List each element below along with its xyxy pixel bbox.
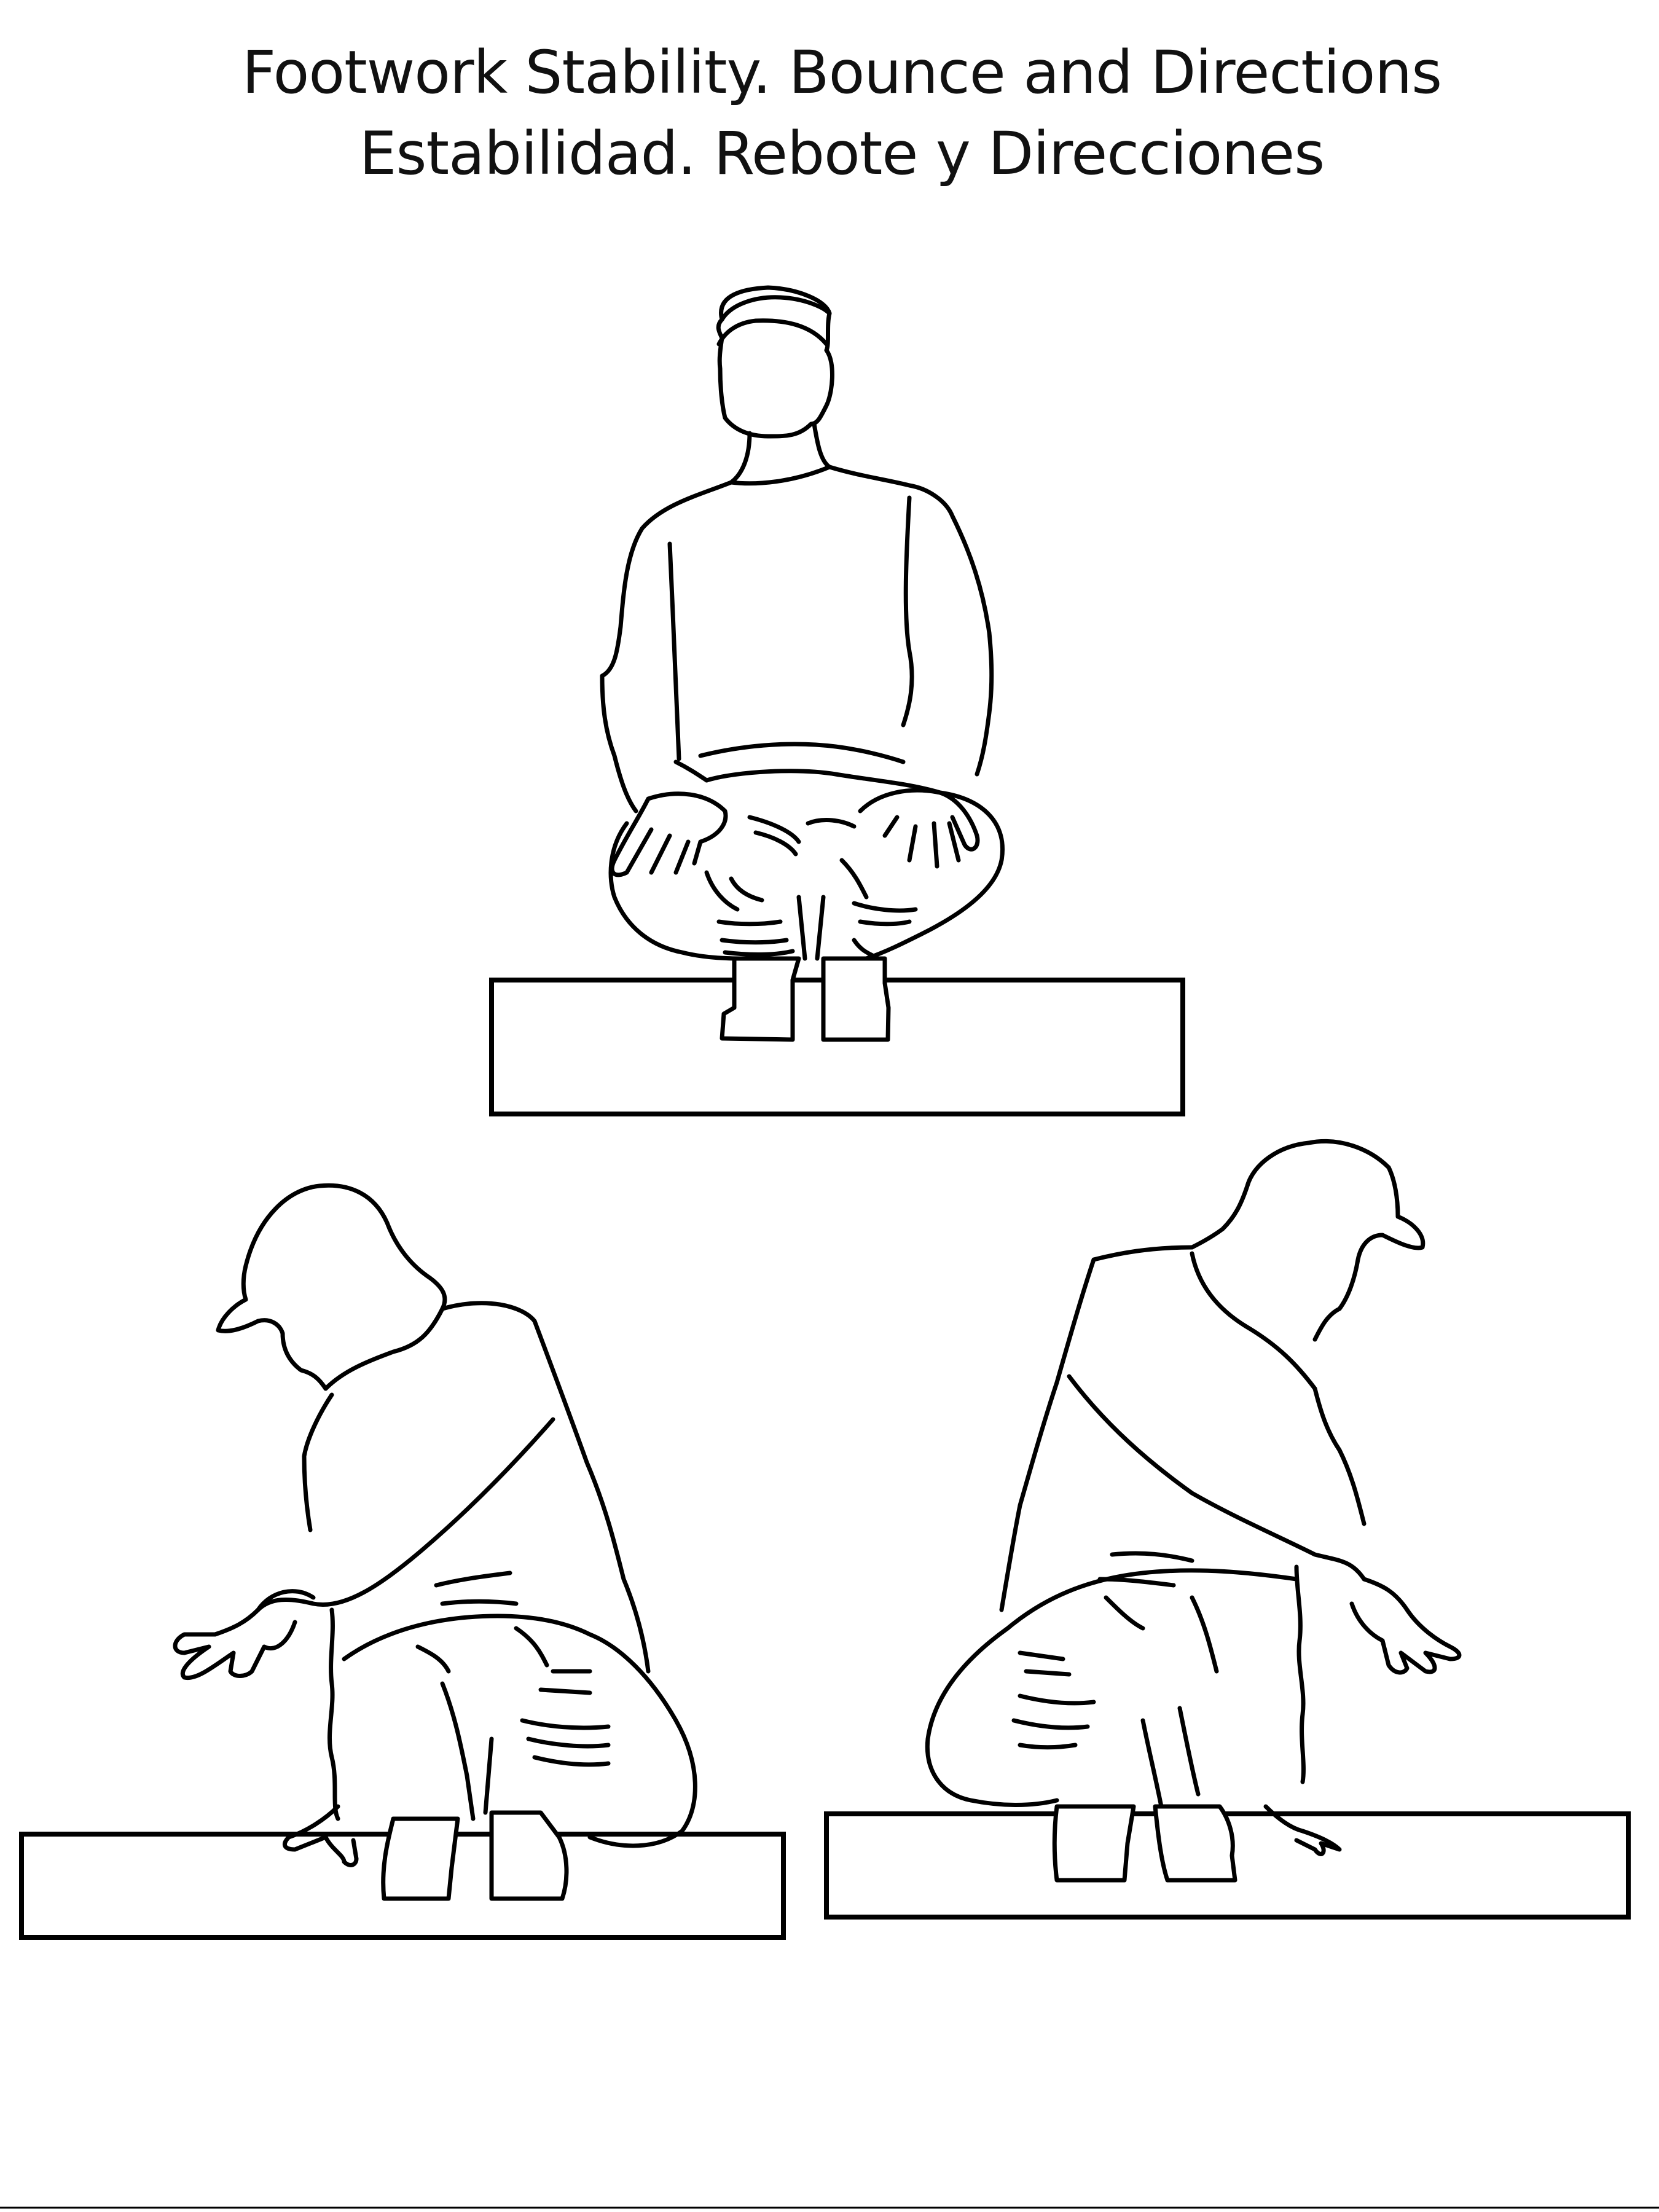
fold-1 xyxy=(747,815,801,844)
inner-leg-bl xyxy=(440,1681,494,1821)
fold-4 xyxy=(704,870,740,912)
fold-12 xyxy=(852,938,875,958)
belt-line xyxy=(698,742,906,764)
head-back-br xyxy=(1190,1139,1391,1250)
fold-bl-6 xyxy=(415,1644,451,1674)
fold-bl-2 xyxy=(440,1599,519,1606)
left-shoe xyxy=(720,956,801,1042)
fold-br-4 xyxy=(1018,1650,1072,1677)
title-english: Footwork Stability. Bounce and Direction… xyxy=(241,38,1442,107)
figure-bottom-right-lean xyxy=(824,1139,1631,1920)
title-spanish: Estabilidad. Rebote y Direcciones xyxy=(359,119,1325,188)
fold-bl-3 xyxy=(514,1626,549,1668)
hand-left-bl xyxy=(173,1589,316,1681)
right-shoe xyxy=(821,956,891,1042)
thigh-bl xyxy=(342,1614,697,1848)
figure-bottom-left-lean xyxy=(19,1183,786,1940)
back-bl xyxy=(440,1301,651,1674)
cap-brim xyxy=(716,318,829,347)
fold-br-6 xyxy=(1190,1595,1219,1674)
head-back-bl xyxy=(243,1183,447,1311)
fold-8 xyxy=(723,949,795,957)
fold-11 xyxy=(858,919,912,927)
left-arm-outline xyxy=(600,480,734,814)
fold-7 xyxy=(720,938,789,945)
left-shoe-br xyxy=(1052,1804,1136,1883)
fold-6 xyxy=(716,919,783,927)
right-body-line xyxy=(901,495,914,728)
hand-right-br xyxy=(1349,1577,1462,1675)
hand-left-br xyxy=(1263,1804,1342,1856)
cap-br xyxy=(1312,1165,1426,1342)
shin-front-bl xyxy=(327,1607,340,1821)
fold-bl-5 xyxy=(520,1718,611,1767)
fold-br-2 xyxy=(1097,1577,1176,1588)
page-title: Footwork Stability. Bounce and Direction… xyxy=(0,32,1659,194)
head xyxy=(716,285,834,439)
neck-left xyxy=(729,431,752,485)
right-shoe-bl xyxy=(489,1810,569,1901)
arm-br xyxy=(1067,1374,1367,1582)
front-arm-line-br xyxy=(1312,1386,1367,1526)
left-body-line xyxy=(667,541,681,761)
fold-3 xyxy=(806,818,857,829)
fold-bl-1 xyxy=(434,1571,512,1588)
arm-bl xyxy=(256,1417,555,1612)
right-hand xyxy=(858,788,980,869)
shoulder-br xyxy=(1190,1251,1317,1391)
inner-leg-br xyxy=(1140,1706,1201,1809)
shin-front-br xyxy=(1294,1564,1306,1784)
fold-9 xyxy=(839,858,869,900)
fold-5 xyxy=(729,876,764,903)
front-arm-line-bl xyxy=(302,1392,334,1532)
hand-right-bl xyxy=(283,1804,359,1867)
cap-bl xyxy=(216,1263,328,1391)
fold-10 xyxy=(852,901,918,913)
fold-br-5 xyxy=(1011,1693,1096,1750)
figure-top-squat-front xyxy=(489,285,1185,1116)
fold-bl-4 xyxy=(538,1669,592,1695)
collar xyxy=(729,465,832,486)
fold-2 xyxy=(753,830,798,857)
cap-top xyxy=(720,295,832,322)
right-thigh xyxy=(704,769,1005,961)
shoulder-bl xyxy=(323,1306,445,1391)
left-hand xyxy=(610,791,728,877)
waist-left xyxy=(673,759,709,783)
left-shoe-bl xyxy=(381,1816,460,1901)
thigh-br xyxy=(925,1568,1299,1807)
fold-br-3 xyxy=(1104,1595,1145,1631)
crotch-lines xyxy=(796,895,826,961)
right-shoe-br xyxy=(1153,1804,1237,1883)
back-br xyxy=(999,1245,1194,1612)
neck-right xyxy=(812,422,832,469)
fold-br-1 xyxy=(1110,1551,1194,1563)
right-arm-outline xyxy=(827,465,994,777)
